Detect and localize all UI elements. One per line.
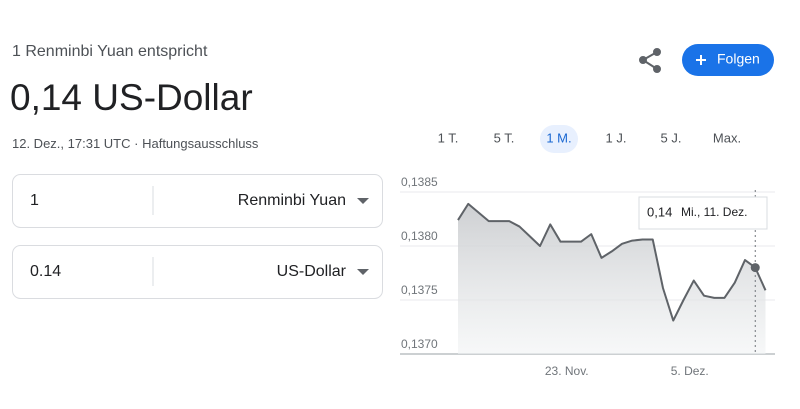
y-tick-label: 0,1380 xyxy=(401,229,438,243)
converter-row: 1 Renminbi Yuan xyxy=(12,174,383,228)
line xyxy=(457,202,767,322)
result: 0,14 US-Dollar xyxy=(10,77,253,118)
time: 12. Dez., 17:31 UTC xyxy=(12,136,131,151)
range-tab[interactable]: 5 J. xyxy=(661,130,682,145)
range-tab[interactable]: 5 T. xyxy=(494,130,515,145)
range-tab[interactable]: 1 T. xyxy=(438,130,459,145)
share-line xyxy=(642,51,658,61)
separator: · xyxy=(134,136,138,151)
disclaimer-link[interactable]: Haftungsausschluss xyxy=(142,136,259,151)
y-tick-label: 0,1375 xyxy=(401,283,438,297)
tooltip-bg xyxy=(638,196,768,230)
converter-row: 0.14 US-Dollar xyxy=(12,245,383,299)
follow-label: Folgen xyxy=(717,51,760,67)
hover-point xyxy=(750,263,760,273)
plus-icon xyxy=(696,55,706,65)
tooltip: 0,14 Mi., 11. Dez. xyxy=(638,196,768,230)
follow-button[interactable]: Folgen xyxy=(682,44,774,76)
range-tab[interactable]: 1 J. xyxy=(606,130,627,145)
follow-bg xyxy=(682,44,774,76)
dropdown-arrow xyxy=(357,198,369,204)
x-tick-label: 23. Nov. xyxy=(545,364,589,378)
x-tick-label: 5. Dez. xyxy=(671,364,709,378)
amount-input[interactable] xyxy=(12,245,383,299)
range-tab[interactable]: 1 M. xyxy=(546,130,571,145)
dropdown-arrow xyxy=(357,269,369,275)
share-button[interactable] xyxy=(639,48,661,73)
amount: 0.14 xyxy=(30,263,61,280)
active-tab-bg xyxy=(540,125,578,153)
subtitle: 1 Renminbi Yuan entspricht xyxy=(12,43,208,60)
y-tick-label: 0,1385 xyxy=(401,175,438,189)
currency-select[interactable]: Renminbi Yuan xyxy=(238,192,346,209)
amount: 1 xyxy=(30,192,39,209)
meta: 12. Dez., 17:31 UTC · Haftungsausschluss xyxy=(12,136,259,151)
tooltip-date: Mi., 11. Dez. xyxy=(681,205,747,219)
tooltip-value: 0,14 xyxy=(647,204,672,219)
y-tick-label: 0,1370 xyxy=(401,337,438,351)
share-line xyxy=(642,59,658,70)
currency-select[interactable]: US-Dollar xyxy=(277,263,347,280)
range-tab[interactable]: Max. xyxy=(713,130,741,145)
amount-input[interactable] xyxy=(12,174,383,228)
